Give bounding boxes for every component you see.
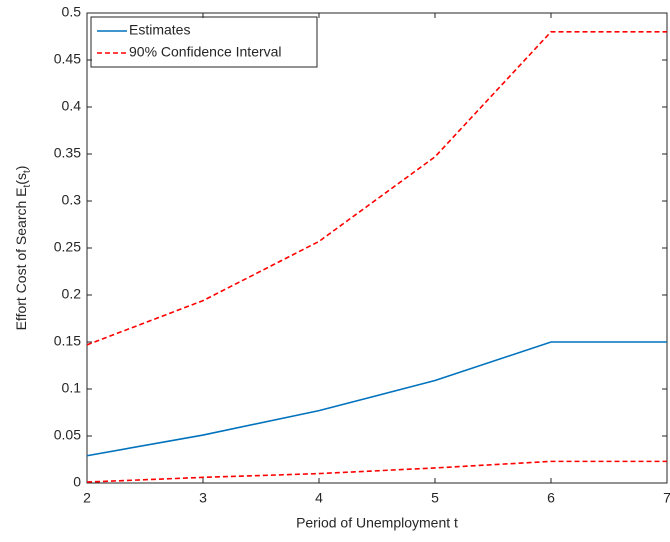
y-label-part: (s <box>13 173 29 185</box>
x-axis-label: Period of Unemployment t <box>296 515 458 531</box>
y-tick-label: 0.35 <box>54 145 81 161</box>
y-tick-label: 0.25 <box>54 239 81 255</box>
series-line <box>86 341 667 457</box>
series-line <box>86 31 667 346</box>
series-line <box>86 460 667 483</box>
y-tick-label: 0.5 <box>62 4 82 20</box>
y-tick-label: 0.3 <box>62 192 82 208</box>
y-label-part: Effort Cost of Search E <box>13 187 29 330</box>
x-tick-label: 5 <box>431 490 439 506</box>
y-tick-label: 0.4 <box>62 98 82 114</box>
legend-box <box>90 16 318 68</box>
plot-frame <box>86 12 668 484</box>
y-tick-label: 0.15 <box>54 333 81 349</box>
x-tick-label: 3 <box>199 490 207 506</box>
y-label-sub: t <box>22 184 33 187</box>
y-tick-label: 0.2 <box>62 286 82 302</box>
y-tick-label: 0.1 <box>62 380 82 396</box>
x-tick-label: 7 <box>663 490 670 506</box>
x-tick-label: 6 <box>547 490 555 506</box>
y-label-sub: t <box>22 170 33 173</box>
y-label-part: ) <box>13 166 29 171</box>
x-tick-label: 4 <box>315 490 323 506</box>
legend-label: Estimates <box>129 22 190 38</box>
x-tick-label: 2 <box>83 490 91 506</box>
y-tick-label: 0 <box>73 474 81 490</box>
legend-label: 90% Confidence Interval <box>129 44 282 60</box>
y-axis-label: Effort Cost of Search Et(st) <box>13 166 33 331</box>
y-tick-label: 0.05 <box>54 427 81 443</box>
y-tick-label: 0.45 <box>54 51 81 67</box>
